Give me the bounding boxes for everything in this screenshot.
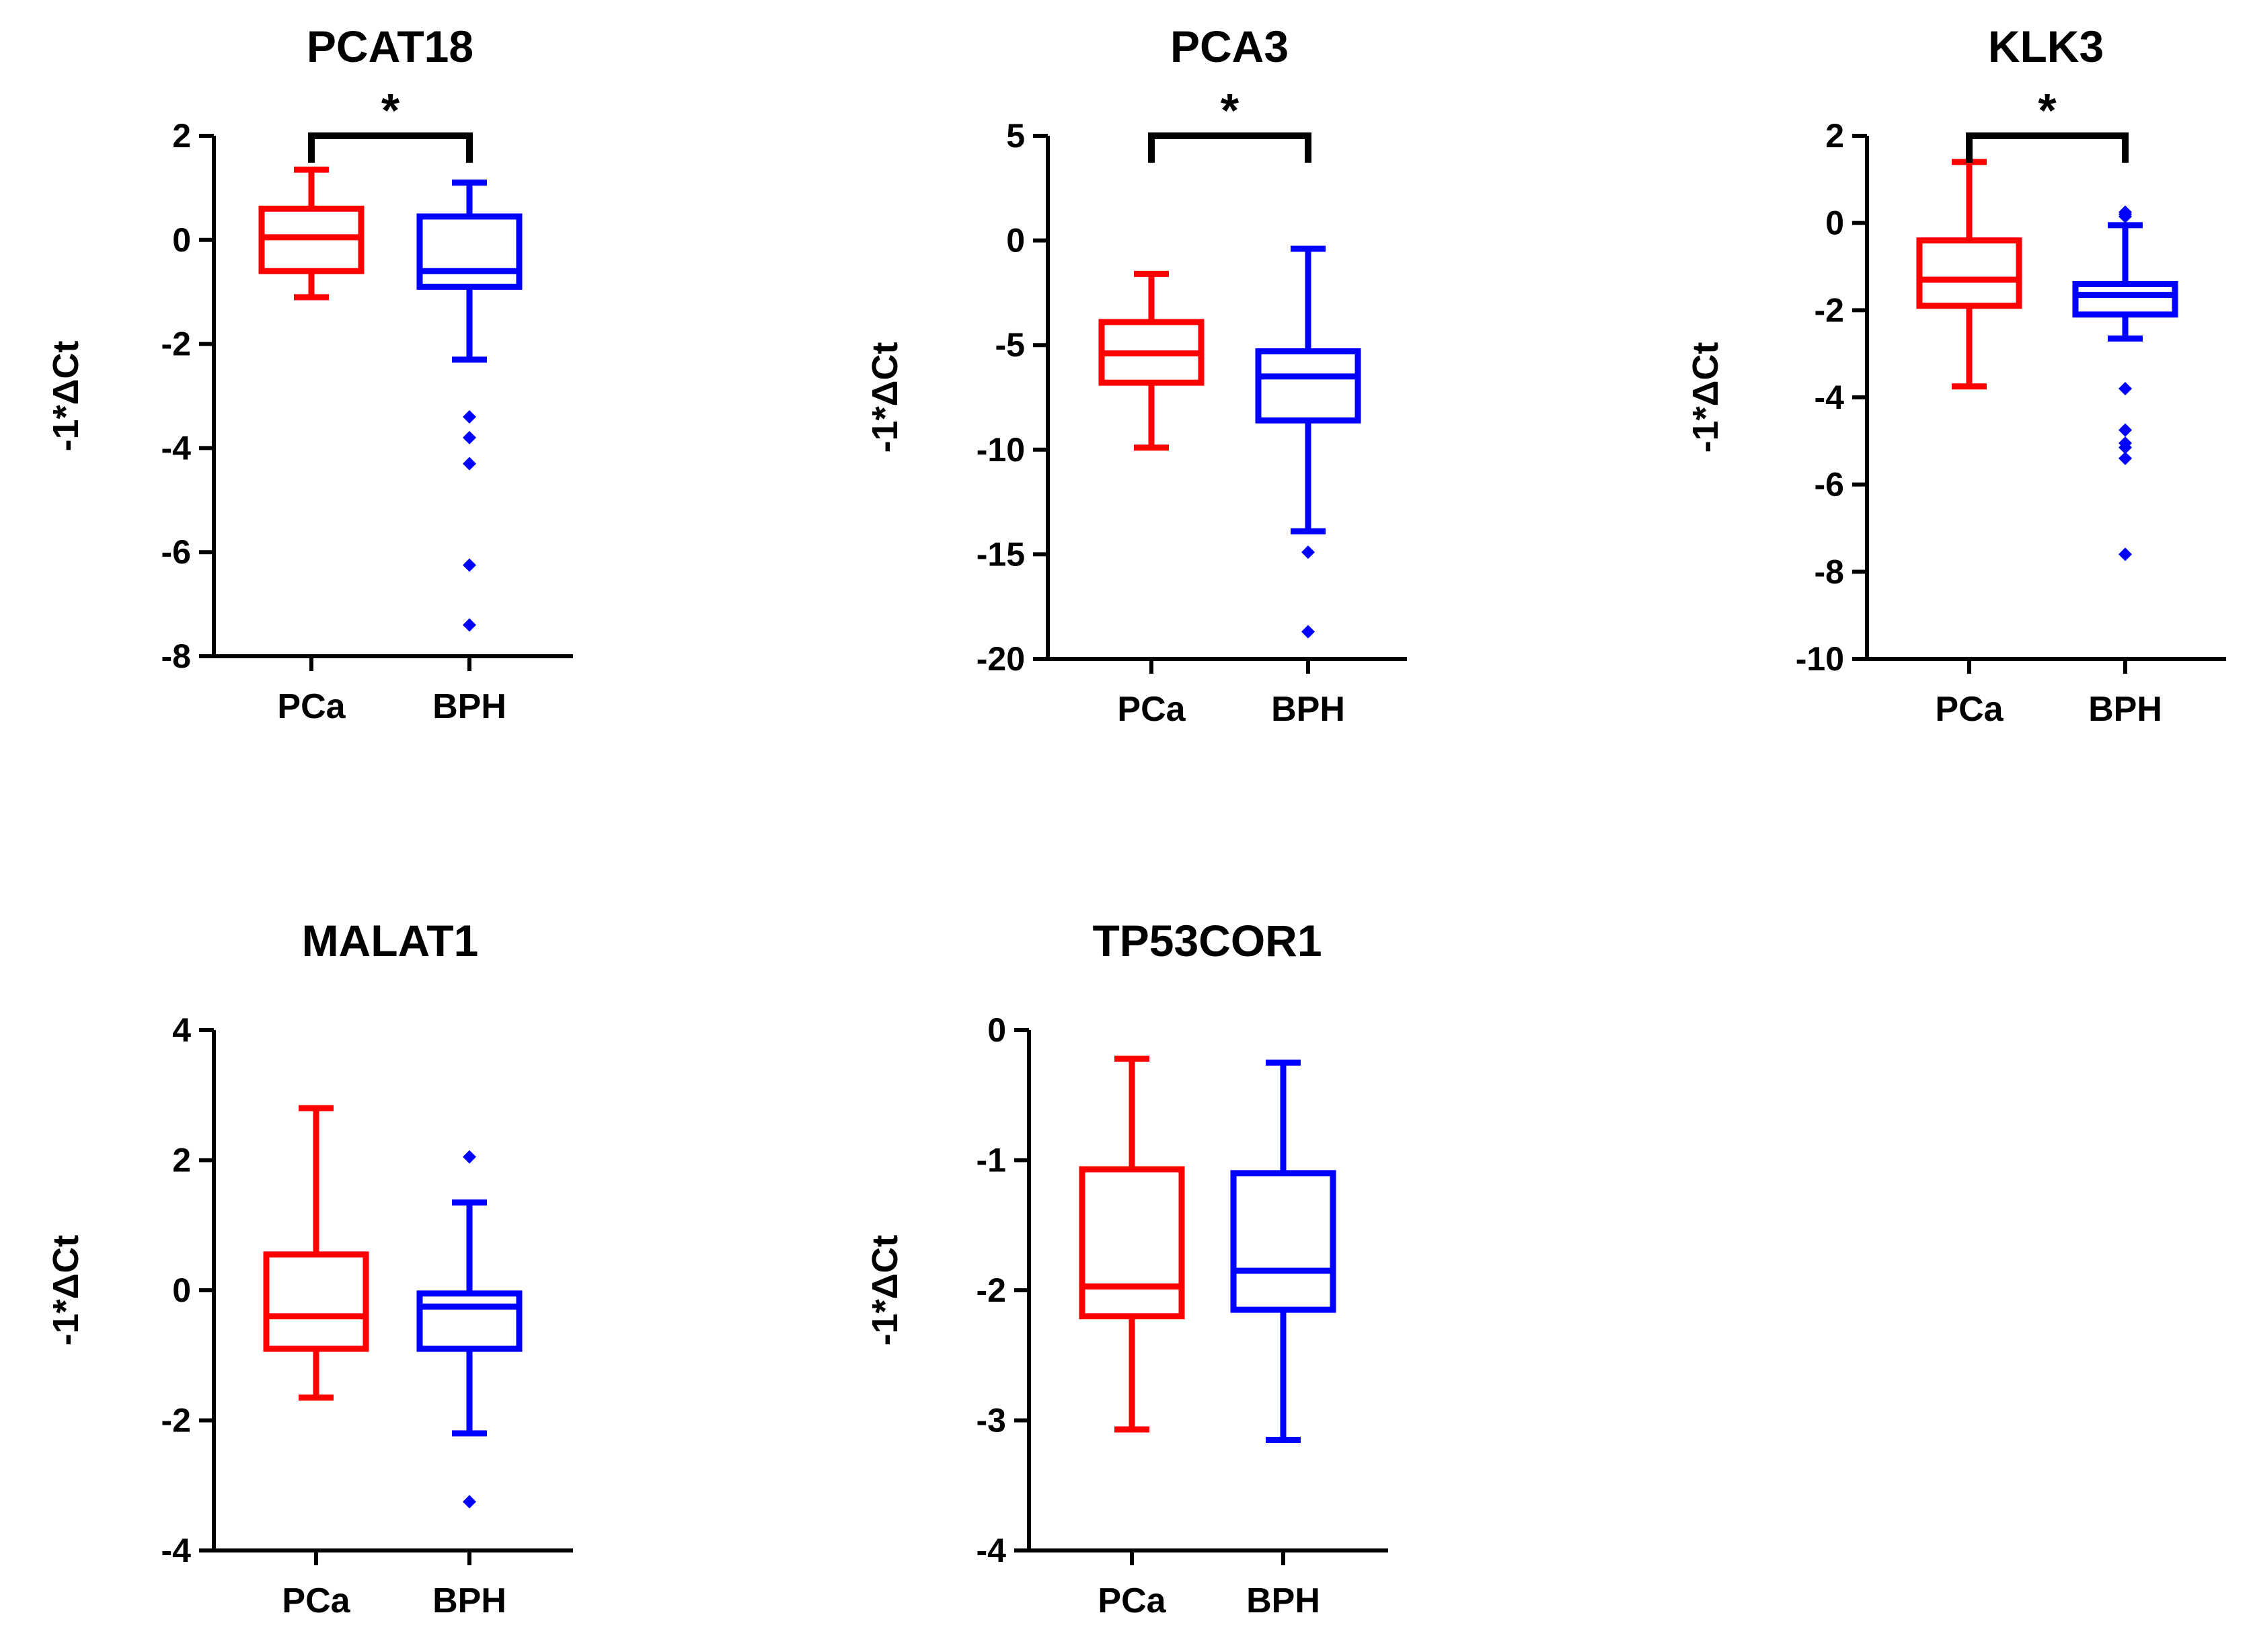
outlier-point [2119,547,2132,561]
y-axis-label: -1*ΔCt [46,1235,86,1346]
y-tick-label: -15 [977,535,1025,573]
panel-title: MALAT1 [302,916,479,966]
panel-title: KLK3 [1988,22,2104,71]
significance-bracket: * [1966,84,2129,163]
y-tick-label: -10 [977,431,1025,469]
outlier-point [463,409,476,424]
outlier-point [463,1150,476,1164]
x-tick-label: BPH [432,1581,506,1620]
y-tick-label: -3 [977,1402,1006,1440]
x-tick-label: PCa [282,1581,350,1620]
y-axis-label: -1*ΔCt [46,341,86,452]
panel-title: TP53COR1 [1092,916,1322,966]
box-bph [1230,1059,1336,1444]
y-tick-label: -6 [1815,466,1844,504]
y-tick-label: -1 [977,1142,1006,1179]
iqr-box [263,1251,369,1352]
outlier-point [2119,451,2132,465]
y-tick-label: -6 [161,533,191,571]
significance-marker: * [2038,84,2057,136]
outlier-point [463,457,476,471]
x-tick-label: PCa [1098,1581,1166,1620]
x-tick-label: PCa [1935,690,2004,729]
panel-pcat18: PCAT18 2 0 -2 -4 -6 -8 -1*ΔCt PCa BPH * [46,22,573,726]
x-tick-label: PCa [1117,690,1186,729]
significance-marker: * [381,84,400,136]
outlier-point [463,558,476,572]
bracket-line [1148,132,1311,163]
panel-title: PCA3 [1170,22,1289,71]
significance-bracket: * [1148,84,1311,163]
x-tick-label: PCa [277,687,346,726]
panel-klk3: KLK3 2 0 -2 -4 -6 -8 -10 -1*ΔCt PCa BPH * [1685,22,2226,729]
y-tick-label: 0 [987,1011,1006,1049]
y-axis-label: -1*ΔCt [865,1235,905,1346]
bracket-line [1966,132,2129,163]
outlier-point [2119,440,2132,455]
iqr-box [1255,348,1361,424]
y-tick-label: -8 [1815,553,1844,590]
iqr-box [2072,280,2178,318]
box-pca [1079,1056,1185,1433]
box-bph [416,1150,523,1509]
x-tick-label: BPH [432,687,506,726]
box-bph [416,180,523,632]
panel-tp53cor1: TP53COR1 0 -1 -2 -3 -4 -1*ΔCt PCa BPH [865,916,1388,1620]
outlier-point [463,430,476,444]
y-tick-label: -4 [161,1532,192,1569]
outlier-point [1301,545,1315,559]
y-tick-label: 0 [172,1271,191,1309]
outlier-point [463,1495,476,1509]
panel-title: PCAT18 [307,22,473,71]
iqr-box [1230,1170,1336,1313]
y-tick-label: -2 [161,325,191,363]
box-pca [263,1105,369,1401]
y-tick-label: -2 [1815,291,1844,329]
iqr-box [416,213,523,290]
y-tick-label: 2 [1825,117,1844,155]
box-pca [258,166,365,301]
outlier-point [2119,382,2132,396]
box-pca [1098,270,1205,451]
y-tick-label: -4 [1815,379,1845,416]
iqr-box [1079,1166,1185,1320]
y-tick-label: -20 [977,640,1025,678]
y-tick-label: -4 [977,1532,1007,1569]
x-tick-label: BPH [1246,1581,1320,1620]
iqr-box [416,1290,523,1352]
x-tick-label: BPH [1271,690,1345,729]
y-tick-label: -8 [161,637,191,675]
y-axis-label: -1*ΔCt [865,342,905,453]
y-tick-label: 0 [1825,204,1844,242]
y-axis-label: -1*ΔCt [1685,342,1726,453]
outlier-point [1301,625,1315,639]
y-tick-label: -2 [161,1402,191,1440]
y-tick-label: 0 [172,221,191,259]
box-bph [1255,245,1361,639]
y-tick-label: -4 [161,429,192,467]
y-tick-label: -10 [1796,640,1844,678]
panel-malat1: MALAT1 4 2 0 -2 -4 -1*ΔCt PCa BPH [46,916,573,1620]
y-tick-label: 0 [1006,222,1025,260]
box-pca [1916,159,2022,390]
y-tick-label: 2 [172,1142,191,1179]
outlier-point [463,618,476,632]
outlier-point [2119,423,2132,437]
significance-marker: * [1221,84,1239,136]
y-tick-label: 5 [1006,117,1025,155]
significance-bracket: * [308,84,473,163]
y-tick-label: 4 [172,1011,191,1049]
y-tick-label: 2 [172,117,191,155]
x-tick-label: BPH [2088,690,2162,729]
y-tick-label: -5 [995,326,1025,364]
y-tick-label: -2 [977,1271,1006,1309]
box-bph [2072,205,2178,561]
iqr-box [1916,237,2022,309]
bracket-line [308,132,473,163]
outlier-point [2119,205,2132,219]
panel-pca3: PCA3 5 0 -5 -10 -15 -20 -1*ΔCt PCa BPH * [865,22,1407,729]
